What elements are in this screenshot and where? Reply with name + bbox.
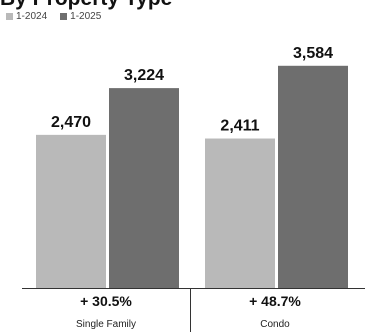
data-label-condo-1-2024: 2,411 xyxy=(220,118,259,135)
bar-condo-1-2024 xyxy=(205,138,275,288)
data-label-single-family-1-2025: 3,224 xyxy=(124,67,164,84)
category-label-single-family: Single Family xyxy=(76,319,136,330)
chart-title: By Property Type xyxy=(0,0,172,11)
change-label-condo: + 48.7% xyxy=(249,293,301,309)
legend-item-2025: 1-2025 xyxy=(60,11,101,22)
legend: 1-2024 1-2025 xyxy=(6,9,114,23)
legend-swatch-2024 xyxy=(6,12,13,20)
data-label-condo-1-2025: 3,584 xyxy=(293,45,333,62)
legend-label-2024: 1-2024 xyxy=(16,10,48,22)
legend-label-2025: 1-2025 xyxy=(70,10,102,22)
bar-single-family-1-2024 xyxy=(36,134,106,288)
category-label-condo: Condo xyxy=(260,319,290,330)
legend-item-2024: 1-2024 xyxy=(6,11,47,22)
bar-condo-1-2025 xyxy=(278,65,348,289)
legend-swatch-2025 xyxy=(60,12,68,20)
data-label-single-family-1-2024: 2,470 xyxy=(51,114,91,131)
change-label-single-family: + 30.5% xyxy=(80,293,132,309)
bar-single-family-1-2025 xyxy=(109,88,179,288)
